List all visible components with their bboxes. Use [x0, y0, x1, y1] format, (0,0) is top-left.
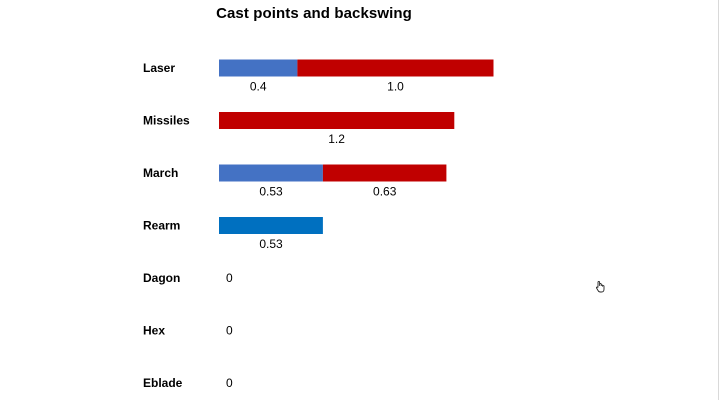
- data-label-laser-segment-2: 1.0: [387, 80, 404, 94]
- data-label-missiles-segment-2: 1.2: [328, 132, 345, 146]
- category-label-dagon: Dagon: [143, 271, 180, 285]
- data-label-eblade-zero: 0: [226, 376, 233, 390]
- bar-laser-segment-1: [219, 59, 298, 77]
- category-label-hex: Hex: [143, 324, 165, 338]
- chart-title: Cast points and backswing: [216, 5, 412, 22]
- data-label-dagon-zero: 0: [226, 271, 233, 285]
- data-label-laser-segment-1: 0.4: [250, 80, 267, 94]
- category-label-eblade: Eblade: [143, 376, 183, 390]
- bar-missiles-segment-2: [219, 112, 455, 129]
- data-label-march-segment-1: 0.53: [259, 185, 283, 199]
- data-label-march-segment-2: 0.63: [373, 185, 397, 199]
- bar-march-segment-1: [219, 164, 323, 182]
- category-label-laser: Laser: [143, 61, 175, 75]
- bar-march-segment-2: [322, 164, 447, 182]
- category-label-missiles: Missiles: [143, 114, 190, 128]
- category-label-march: March: [143, 166, 178, 180]
- bar-laser-segment-2: [297, 59, 494, 77]
- data-label-rearm-segment-3: 0.53: [259, 237, 283, 251]
- hand-cursor-icon: [595, 280, 605, 293]
- data-label-hex-zero: 0: [226, 324, 233, 338]
- bar-rearm-segment-3: [219, 217, 323, 234]
- category-label-rearm: Rearm: [143, 219, 180, 233]
